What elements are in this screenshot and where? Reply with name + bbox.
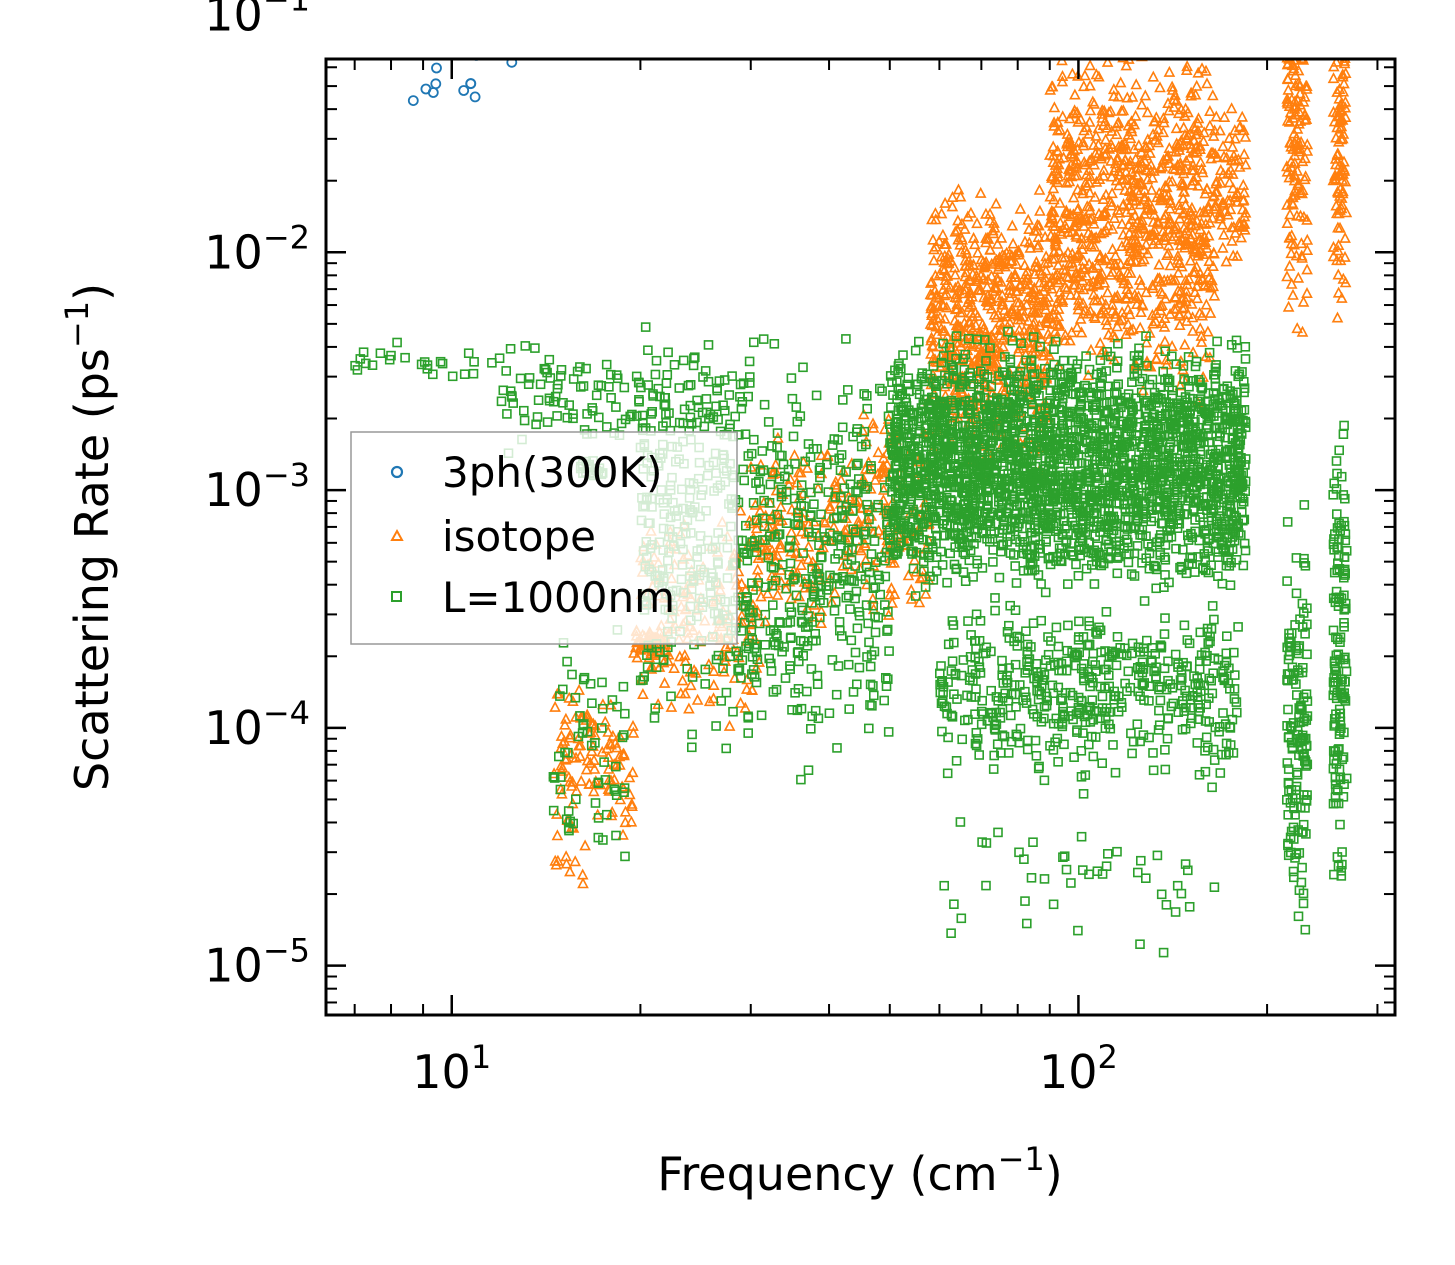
scatter-figure: 10110210110010−110−210−310−410−5 Frequen…: [0, 0, 1455, 1265]
